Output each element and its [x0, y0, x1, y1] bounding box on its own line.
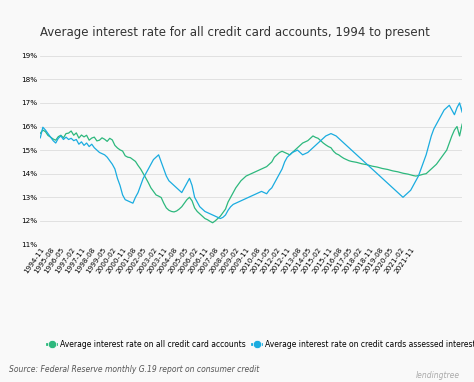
Text: lendingtree: lendingtree [416, 371, 460, 380]
Text: Source: Federal Reserve monthly G.19 report on consumer credit: Source: Federal Reserve monthly G.19 rep… [9, 366, 260, 374]
Text: Average interest rate for all credit card accounts, 1994 to present: Average interest rate for all credit car… [40, 26, 430, 39]
Legend: Average interest rate on all credit card accounts, Average interest rate on cred: Average interest rate on all credit card… [44, 337, 474, 352]
